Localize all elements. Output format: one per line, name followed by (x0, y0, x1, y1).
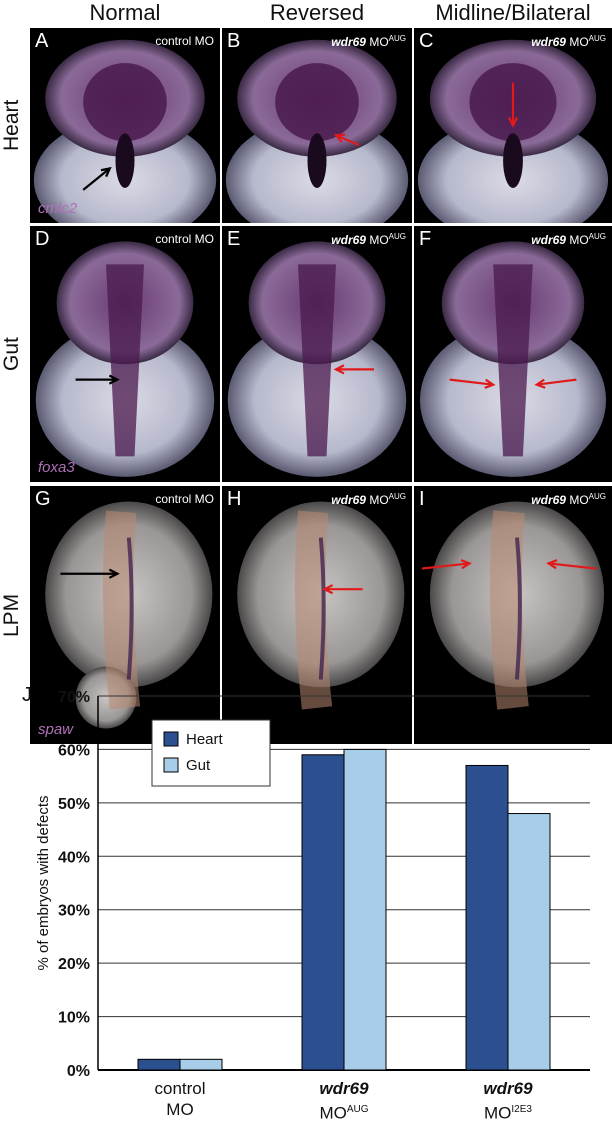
marker-gene-label: spaw (38, 721, 74, 738)
bar-gut (179, 1058, 223, 1071)
row-header-gut: Gut (0, 337, 23, 371)
legend-label: Heart (186, 731, 224, 748)
y-tick-label: 10% (58, 1010, 90, 1027)
embryo-image (35, 241, 215, 477)
embryo-image (33, 39, 217, 223)
y-tick-label: 30% (58, 903, 90, 920)
legend-swatch (163, 757, 179, 773)
marker-gene-label: cmlc2 (38, 200, 78, 217)
morpholino-label: control MO (155, 232, 214, 246)
embryo-image (227, 241, 407, 477)
embryo-image (225, 39, 409, 223)
row-header-heart: Heart (0, 99, 23, 152)
y-axis-label: % of embryos with defects (35, 795, 52, 970)
morpholino-label: control MO (155, 492, 214, 506)
legend-swatch (163, 731, 179, 747)
y-tick-label: 50% (58, 796, 90, 813)
panel-label: E (227, 228, 241, 250)
embryo-image (421, 501, 605, 710)
x-tick-label: control MO (154, 1079, 206, 1119)
bar-heart (301, 754, 345, 1071)
panel-label: D (35, 228, 50, 250)
y-tick-label: 20% (58, 956, 90, 973)
embryo-image (417, 39, 609, 223)
column-header-normal: Normal (89, 0, 161, 25)
panel-label: C (419, 30, 434, 52)
morpholino-label: control MO (155, 34, 214, 48)
panel-label: B (227, 30, 241, 52)
y-tick-label: 0% (67, 1063, 90, 1080)
embryo-image (419, 241, 607, 477)
column-header-midline: Midline/Bilateral (435, 0, 591, 25)
morpholino-label: wdr69 MOAUG (331, 492, 406, 507)
bar-heart (465, 764, 509, 1071)
bar-chart: 0% 10% 20% 30% 40% 50% 60% 70% % of embryos with… (35, 689, 590, 1080)
panel-label-j: J (22, 684, 32, 706)
panel-label: A (35, 30, 49, 52)
column-header-reversed: Reversed (269, 0, 365, 25)
morpholino-label: wdr69 MOAUG (531, 34, 606, 49)
morpholino-label: wdr69 MOAUG (331, 232, 406, 247)
panel-label: H (227, 488, 242, 510)
morpholino-label: wdr69 MOAUG (331, 34, 406, 49)
marker-gene-label: foxa3 (38, 459, 75, 476)
panel-label: I (419, 488, 425, 510)
x-tick-label: wdr69 MOAUG (319, 1079, 369, 1123)
bar-gut (343, 748, 387, 1071)
panel-label: G (35, 488, 51, 510)
bar-gut (507, 813, 551, 1071)
morpholino-label: wdr69 MOAUG (531, 492, 606, 507)
bar-heart (137, 1058, 181, 1071)
panel-label: F (419, 228, 432, 250)
morpholino-label: wdr69 MOAUG (531, 232, 606, 247)
legend-box (151, 719, 271, 787)
embryo-image (237, 501, 405, 710)
legend-label: Gut (186, 757, 211, 774)
embryo-image (45, 501, 213, 729)
y-tick-label: 40% (58, 849, 90, 866)
y-tick-label: 60% (58, 742, 90, 759)
y-tick-label: 70% (58, 689, 90, 706)
x-tick-label: wdr69 MOI2E3 (483, 1079, 533, 1123)
